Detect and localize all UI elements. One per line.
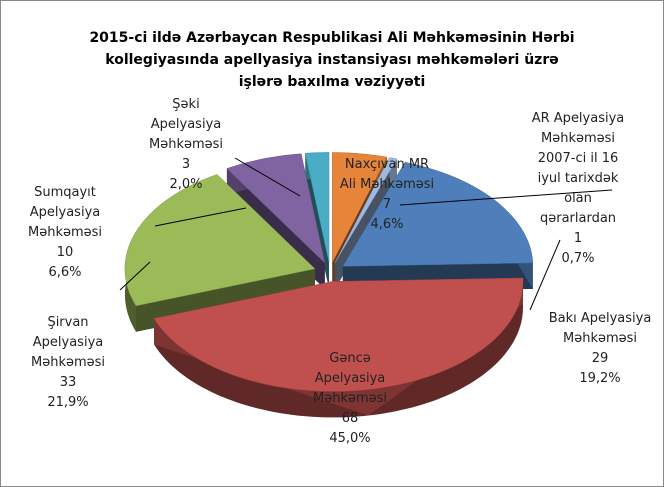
data-label-value: 1 xyxy=(574,231,582,246)
data-label-category: Şirvan Apelyasiya Məhkəməsi xyxy=(31,315,105,370)
data-label-percent: 21,9% xyxy=(47,395,88,410)
chart-title: 2015-ci ildə Azərbaycan Respublikasi Ali… xyxy=(89,30,574,90)
data-label-percent: 45,0% xyxy=(329,431,370,446)
slice-top xyxy=(153,277,524,392)
data-label-percent: 2,0% xyxy=(169,177,202,192)
data-label-category: Gəncə Apelyasiya Məhkəməsi xyxy=(313,351,387,406)
slice-top xyxy=(304,152,330,263)
data-label-percent: 4,6% xyxy=(370,217,403,232)
leader-line xyxy=(154,207,247,227)
data-label-category: Naxçıvan MR Ali Məhkəməsi xyxy=(340,157,434,192)
slice-top xyxy=(334,157,398,263)
leader-line xyxy=(234,157,301,197)
data-label-category: Şəki Apelyasiya Məhkəməsi xyxy=(149,97,223,152)
leader-line xyxy=(119,261,151,291)
data-label-category: AR Apelyasiya Məhkəməsi 2007-ci il 16 iyul … xyxy=(532,111,625,226)
data-label-value: 3 xyxy=(182,157,190,172)
data-label-category: Sumqayıt Apelyasiya Məhkəməsi xyxy=(28,185,102,240)
slice-top xyxy=(342,162,534,267)
slice-top xyxy=(226,153,326,264)
data-label-value: 33 xyxy=(60,375,77,390)
data-label-value: 7 xyxy=(383,197,391,212)
slice xyxy=(153,277,524,418)
data-label-percent: 19,2% xyxy=(579,371,620,386)
leader-line xyxy=(399,189,613,206)
data-label-category: Bakı Apelyasiya Məhkəməsi xyxy=(549,311,652,346)
data-label-value: 68 xyxy=(342,411,359,426)
data-label-value: 29 xyxy=(592,351,609,366)
slice-top xyxy=(124,174,316,307)
slice-top xyxy=(332,152,388,263)
leader-line xyxy=(529,239,561,311)
data-label-percent: 6,6% xyxy=(48,265,81,280)
data-label-percent: 0,7% xyxy=(561,251,594,266)
data-label-value: 10 xyxy=(57,245,74,260)
